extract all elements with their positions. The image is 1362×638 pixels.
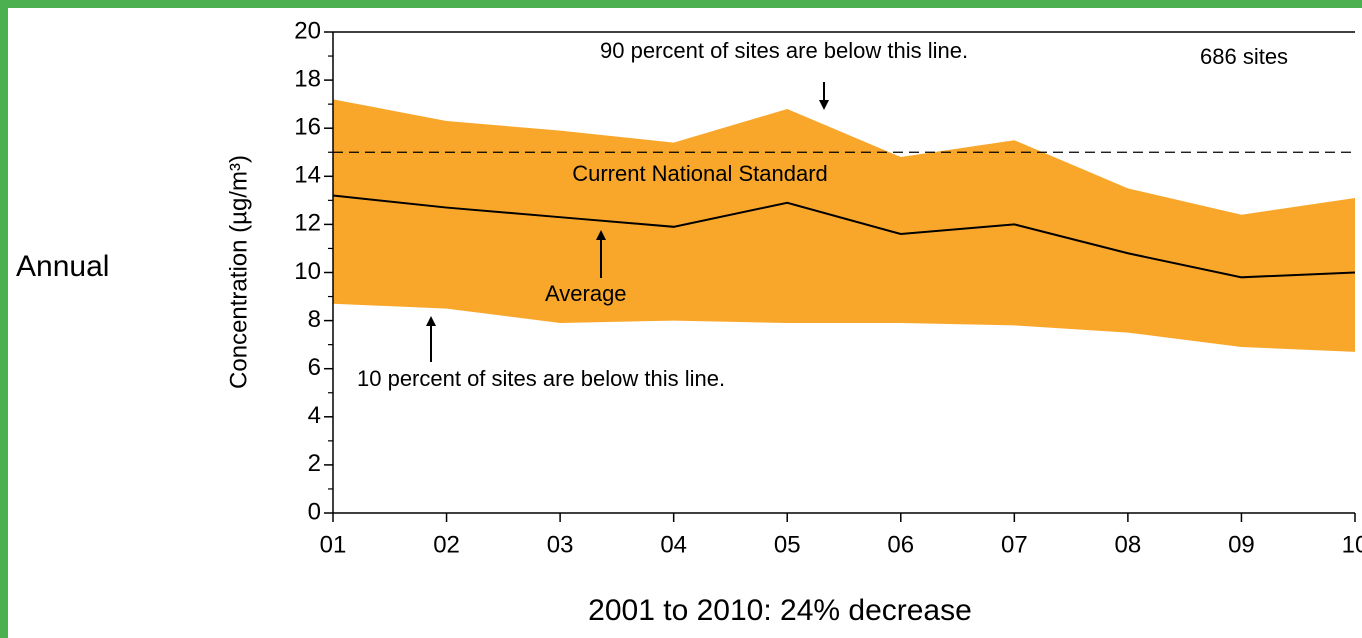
x-tick-label: 06	[887, 531, 914, 558]
x-tick-label: 07	[1001, 531, 1028, 558]
y-tick-label: 14	[294, 162, 321, 189]
y-tick-label: 8	[308, 306, 321, 333]
annotation-arrowhead	[426, 316, 436, 326]
annotation: Average	[545, 281, 627, 306]
x-tick-label: 01	[320, 531, 347, 558]
x-tick-label: 09	[1228, 531, 1255, 558]
annotation: 10 percent of sites are below this line.	[357, 366, 725, 391]
y-tick-label: 10	[294, 258, 321, 285]
x-axis-label: 2001 to 2010: 24% decrease	[588, 594, 972, 627]
x-tick-label: 02	[433, 531, 460, 558]
reference-label: Current National Standard	[572, 161, 828, 186]
y-tick-label: 4	[308, 402, 321, 429]
annotation: 90 percent of sites are below this line.	[600, 38, 968, 63]
y-axis-label: Concentration (µg/m³)	[225, 155, 252, 389]
frame-left	[0, 0, 8, 638]
annotation-arrowhead	[596, 230, 606, 240]
frame-top	[0, 0, 1362, 8]
y-tick-label: 12	[294, 210, 321, 237]
y-tick-label: 2	[308, 450, 321, 477]
x-tick-label: 03	[547, 531, 574, 558]
average-line	[332, 194, 1356, 279]
x-tick-label: 08	[1115, 531, 1142, 558]
x-tick-label: 05	[774, 531, 801, 558]
y-tick-label: 16	[294, 114, 321, 141]
annotation: 686 sites	[1200, 44, 1288, 69]
y-tick-label: 6	[308, 354, 321, 381]
y-tick-label: 20	[294, 17, 321, 44]
x-tick-label: 04	[660, 531, 687, 558]
row-label: Annual	[16, 250, 109, 283]
y-tick-label: 0	[308, 498, 321, 525]
annotation-arrowhead	[819, 100, 829, 110]
y-tick-label: 18	[294, 65, 321, 92]
band-area	[333, 99, 1355, 352]
x-tick-label: 10	[1342, 531, 1362, 558]
